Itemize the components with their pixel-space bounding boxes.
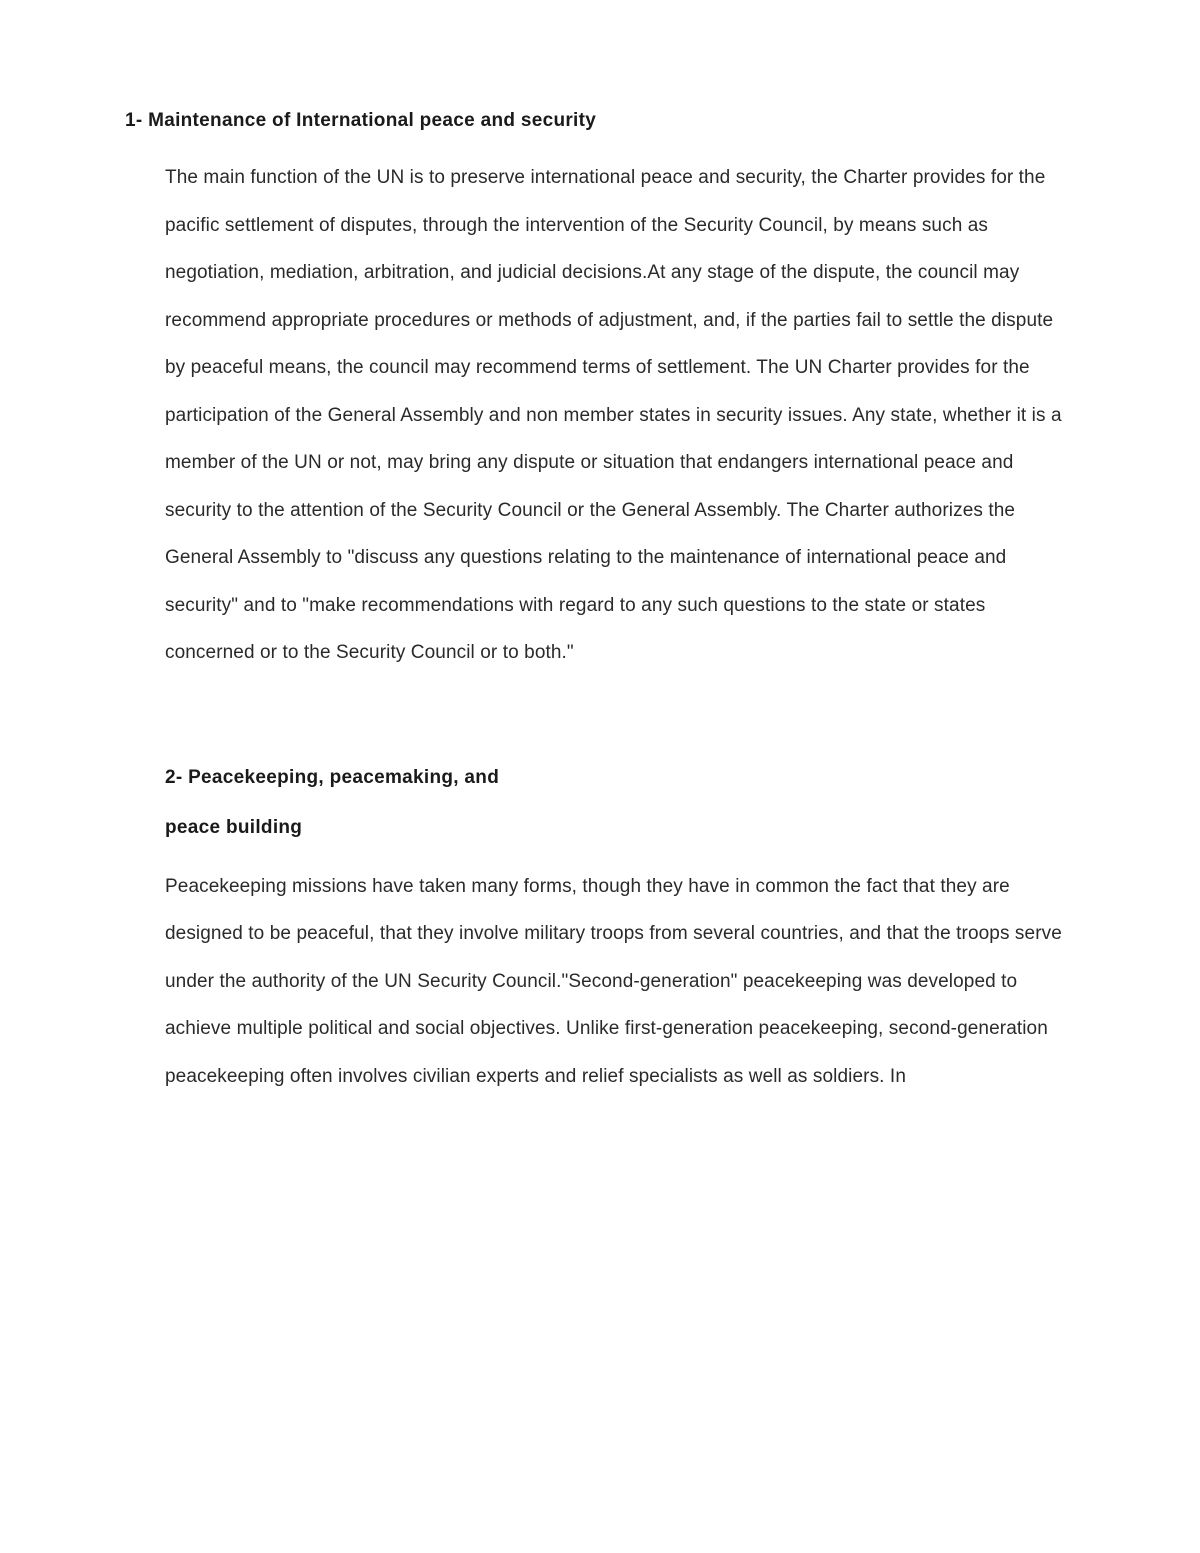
- document-page: 1- Maintenance of International peace an…: [125, 110, 1075, 1100]
- section-2-body: Peacekeeping missions have taken many fo…: [165, 863, 1075, 1101]
- section-2-heading-line1: 2- Peacekeeping, peacemaking, and: [165, 767, 1075, 789]
- section-1-heading: 1- Maintenance of International peace an…: [125, 110, 1075, 132]
- section-2-heading-line2: peace building: [165, 817, 1075, 839]
- section-1-body: The main function of the UN is to preser…: [165, 154, 1075, 677]
- section-2: 2- Peacekeeping, peacemaking, and peace …: [165, 767, 1075, 1101]
- section-1: 1- Maintenance of International peace an…: [125, 110, 1075, 677]
